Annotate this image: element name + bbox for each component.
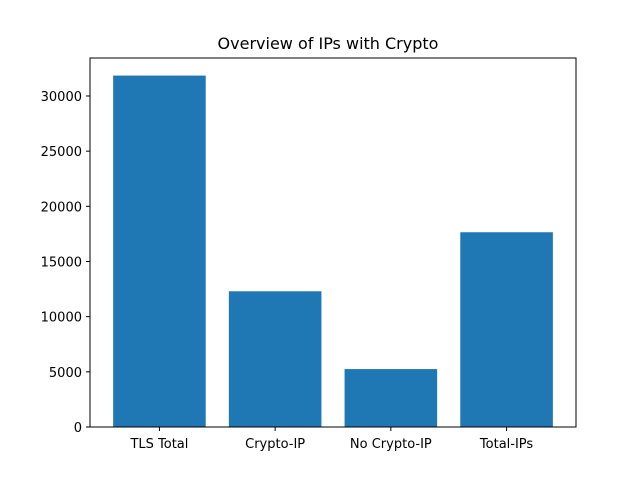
y-axis: 0 5000 10000 15000 20000 25000 30000 — [41, 90, 90, 436]
y-tick-label: 0 — [74, 421, 82, 436]
x-axis: TLS Total Crypto-IP No Crypto-IP Total-IPs — [129, 427, 533, 452]
bar-total-ips — [460, 232, 553, 427]
x-tick-label: TLS Total — [129, 437, 188, 452]
x-tick-label: No Crypto-IP — [350, 437, 432, 452]
y-tick-label: 10000 — [41, 311, 82, 326]
bar-crypto-ip — [228, 291, 322, 427]
y-tick-label: 30000 — [41, 90, 82, 105]
x-tick-label: Crypto-IP — [245, 437, 305, 452]
bar-no-crypto-ip — [344, 369, 438, 427]
y-tick-label: 25000 — [41, 145, 82, 160]
y-tick-label: 15000 — [41, 255, 82, 270]
y-tick-label: 5000 — [49, 366, 82, 381]
bars-group — [113, 75, 553, 428]
x-tick-label: Total-IPs — [479, 437, 533, 452]
chart-title: Overview of IPs with Crypto — [218, 34, 439, 53]
y-tick-label: 20000 — [41, 200, 82, 215]
bar-tls-total — [113, 75, 206, 428]
axes-frame — [89, 57, 577, 428]
